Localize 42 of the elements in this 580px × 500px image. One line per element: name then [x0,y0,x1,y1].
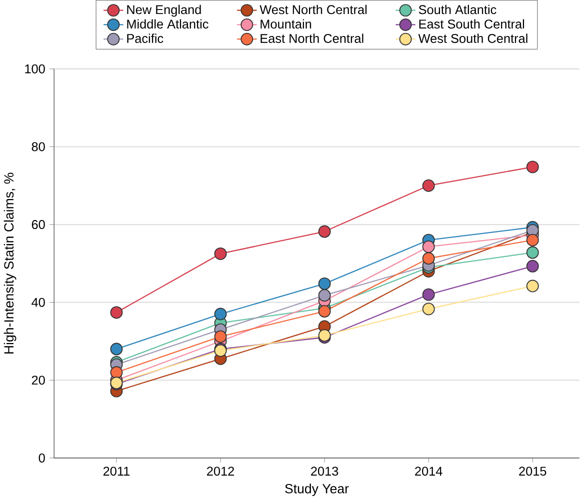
x-tick-label: 2012 [207,466,234,476]
x-tick-label: 2015 [519,466,546,476]
legend-label: East South Central [419,19,524,29]
point [318,289,331,302]
point [526,260,539,272]
point [214,330,227,343]
point [110,342,123,356]
point [422,179,435,192]
point [526,280,539,292]
y-tick-label: 0 [38,454,45,463]
x-tick-label: 2011 [103,466,130,476]
legend-label: Pacific [127,34,164,44]
x-tick-label: 2013 [311,466,338,476]
y-tick-label: 20 [32,376,45,385]
legend-label: West South Central [418,34,528,44]
point [422,252,435,265]
point [318,225,331,238]
point [526,246,539,259]
x-tick-label: 2014 [415,466,442,476]
y-tick-label: 80 [32,142,45,152]
legend-label: South Atlantic [418,4,496,14]
point [422,240,435,254]
point [110,306,123,319]
point [318,278,331,290]
legend-label: Mountain [260,19,312,29]
y-axis-title: High-Intensity Statin Claims, % [4,172,16,354]
point [422,288,435,301]
legend-label: New England [127,4,201,17]
x-axis-title: Study Year [285,484,349,496]
y-tick-label: 60 [32,220,45,230]
legend-label: West North Central [260,4,367,14]
point [110,366,123,379]
point [422,302,435,316]
y-tick-label: 40 [32,298,45,307]
point [318,305,331,318]
y-tick-label: 100 [25,64,45,74]
point [214,248,227,260]
point [526,160,539,174]
legend-label: East North Central [260,34,364,44]
point [526,234,539,246]
point [214,308,227,320]
legend-label: Middle Atlantic [127,19,208,29]
